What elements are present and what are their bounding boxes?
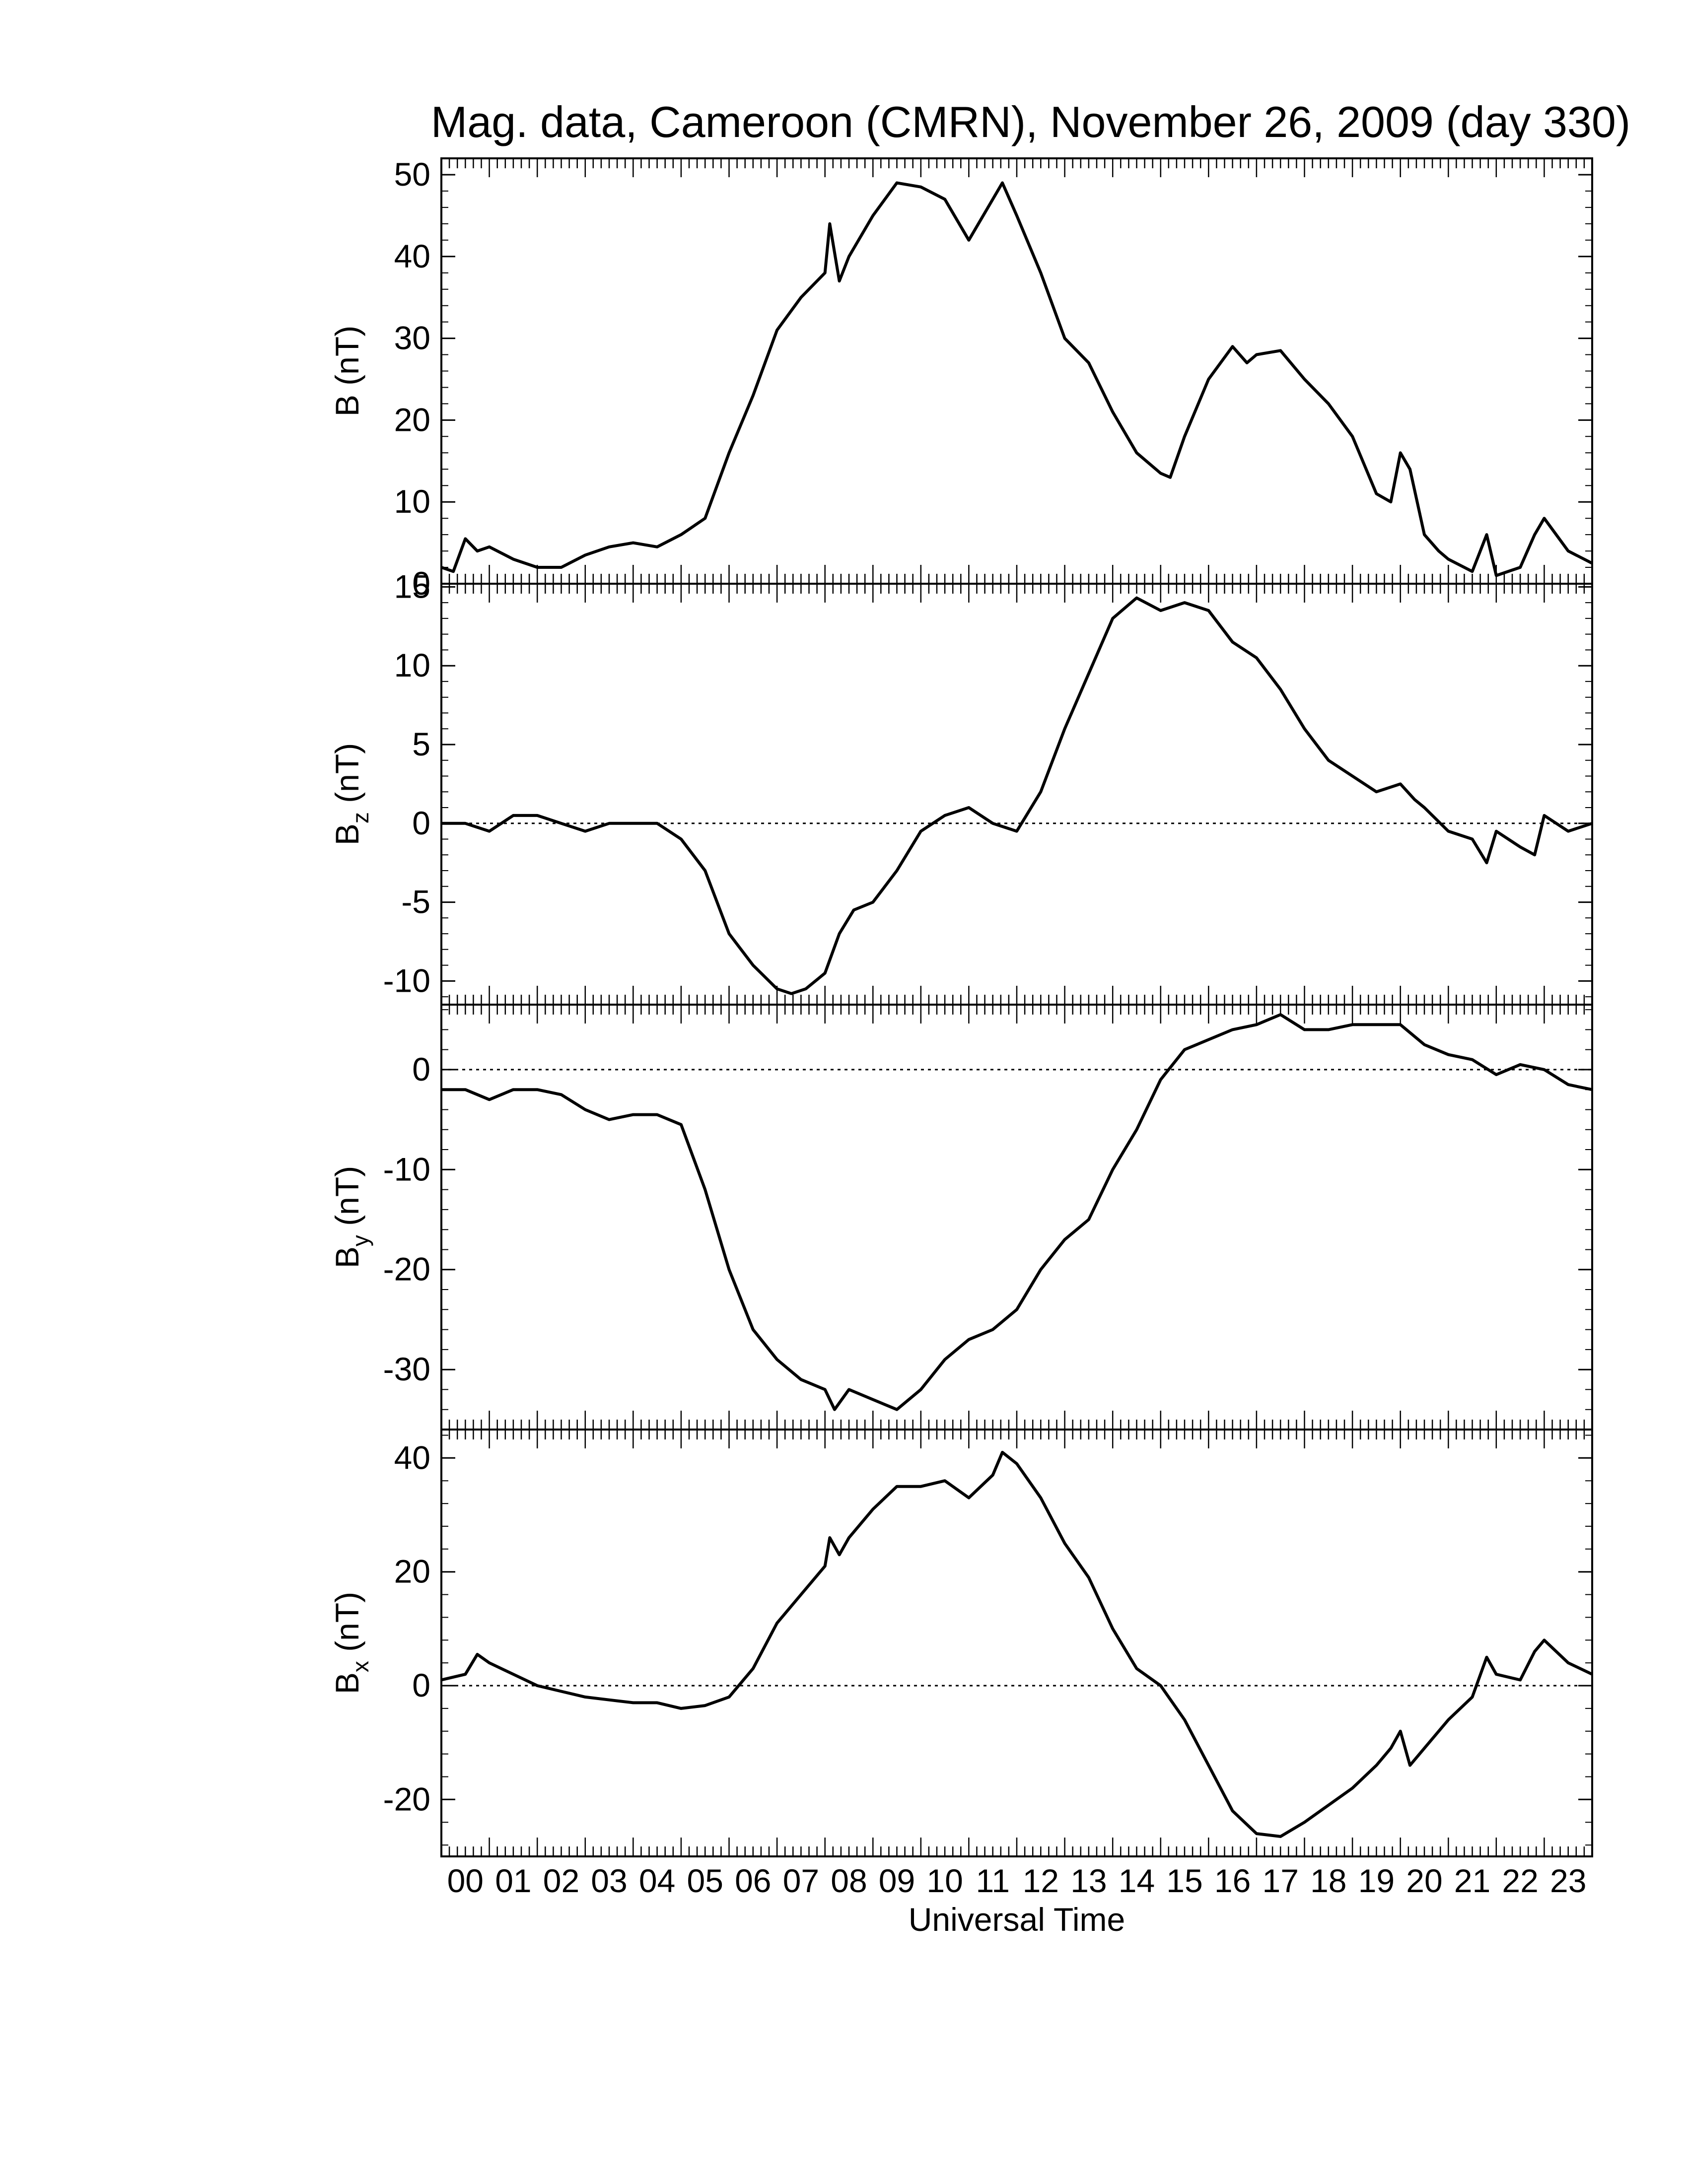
y-tick-label: -20 <box>383 1780 430 1817</box>
y-axis-label-main: B <box>329 395 365 416</box>
y-axis-label-unit: (nT) <box>329 1592 365 1661</box>
x-tick-label: 09 <box>879 1862 915 1899</box>
y-axis-label: By (nT) <box>329 1166 373 1268</box>
y-tick-label: 10 <box>394 483 430 520</box>
y-tick-label: 20 <box>394 401 430 438</box>
y-tick-label: 10 <box>394 647 430 683</box>
y-axis-label-main: B <box>329 1246 365 1268</box>
y-tick-label: 40 <box>394 1439 430 1476</box>
y-tick-label: -10 <box>383 962 430 999</box>
y-tick-label: -30 <box>383 1351 430 1387</box>
y-axis-label-subscript: y <box>348 1235 373 1246</box>
x-tick-label: 16 <box>1214 1862 1251 1899</box>
y-tick-label: 20 <box>394 1553 430 1590</box>
y-tick-label: 0 <box>412 805 430 841</box>
panel-by: -30 -20 -10 0 By (nT) <box>329 1004 1593 1431</box>
x-tick-labels: 00 01 02 03 04 05 06 07 08 09 10 11 12 13 14 15 16 17 18 19… <box>447 1862 1587 1899</box>
y-tick-label: 0 <box>412 1051 430 1088</box>
x-tick-label: 20 <box>1406 1862 1442 1899</box>
panels-group: 0 10 20 30 40 50 B (nT) -10 -5 0 5 10 15 Bz (nT) -30 -2… <box>329 156 1593 1857</box>
series-bx-line <box>441 1450 1593 1838</box>
x-tick-label: 21 <box>1454 1862 1490 1899</box>
x-tick-label: 04 <box>639 1862 675 1899</box>
x-tick-label: 15 <box>1166 1862 1202 1899</box>
y-tick-label: -20 <box>383 1251 430 1288</box>
y-axis-label: Bz (nT) <box>329 743 373 845</box>
y-axis-label-unit: (nT) <box>329 326 365 395</box>
x-tick-label: 03 <box>591 1862 627 1899</box>
y-tick-label: 5 <box>412 726 430 762</box>
y-axis-label-main: B <box>329 1672 365 1694</box>
x-tick-label: 10 <box>926 1862 963 1899</box>
x-tick-label: 07 <box>783 1862 819 1899</box>
y-axis-label: Bx (nT) <box>329 1592 373 1694</box>
y-tick-label: 0 <box>412 565 430 602</box>
x-tick-label: 02 <box>543 1862 579 1899</box>
x-tick-label: 13 <box>1070 1862 1107 1899</box>
y-tick-label: 15 <box>394 568 430 605</box>
figure-title: Mag. data, Cameroon (CMRN), November 26,… <box>431 97 1630 146</box>
series-bz-line <box>441 596 1593 995</box>
x-tick-label: 06 <box>735 1862 771 1899</box>
y-tick-label: -5 <box>401 884 430 920</box>
x-tick-label: 01 <box>495 1862 531 1899</box>
y-tick-label: 30 <box>394 320 430 356</box>
panel-frame <box>440 1429 1593 1857</box>
x-tick-label: 08 <box>831 1862 867 1899</box>
x-tick-label: 05 <box>687 1862 723 1899</box>
x-tick-label: 14 <box>1119 1862 1155 1899</box>
x-tick-label: 22 <box>1502 1862 1538 1899</box>
y-axis-label-subscript: x <box>348 1661 373 1672</box>
x-tick-label: 11 <box>976 1862 1010 1899</box>
y-tick-label: 50 <box>394 156 430 193</box>
x-tick-label: 19 <box>1358 1862 1395 1899</box>
y-tick-label: 40 <box>394 238 430 274</box>
y-axis-label-unit: (nT) <box>329 743 365 812</box>
x-axis-label: Universal Time <box>909 1901 1125 1938</box>
y-axis-label-unit: (nT) <box>329 1166 365 1235</box>
y-axis-label: B (nT) <box>329 326 365 416</box>
y-axis-label-main: B <box>329 823 365 845</box>
series-b-line <box>441 181 1593 577</box>
x-tick-label: 23 <box>1550 1862 1586 1899</box>
y-axis-label-subscript: z <box>348 812 373 823</box>
y-tick-label: -10 <box>383 1151 430 1187</box>
x-tick-label: 00 <box>447 1862 484 1899</box>
panel-bx: -20 0 20 40 Bx (nT) <box>329 1429 1593 1857</box>
x-tick-label: 17 <box>1262 1862 1298 1899</box>
x-tick-label: 18 <box>1310 1862 1346 1899</box>
x-tick-label: 12 <box>1023 1862 1059 1899</box>
series-by-line <box>441 1013 1593 1411</box>
y-tick-label: 0 <box>412 1667 430 1704</box>
